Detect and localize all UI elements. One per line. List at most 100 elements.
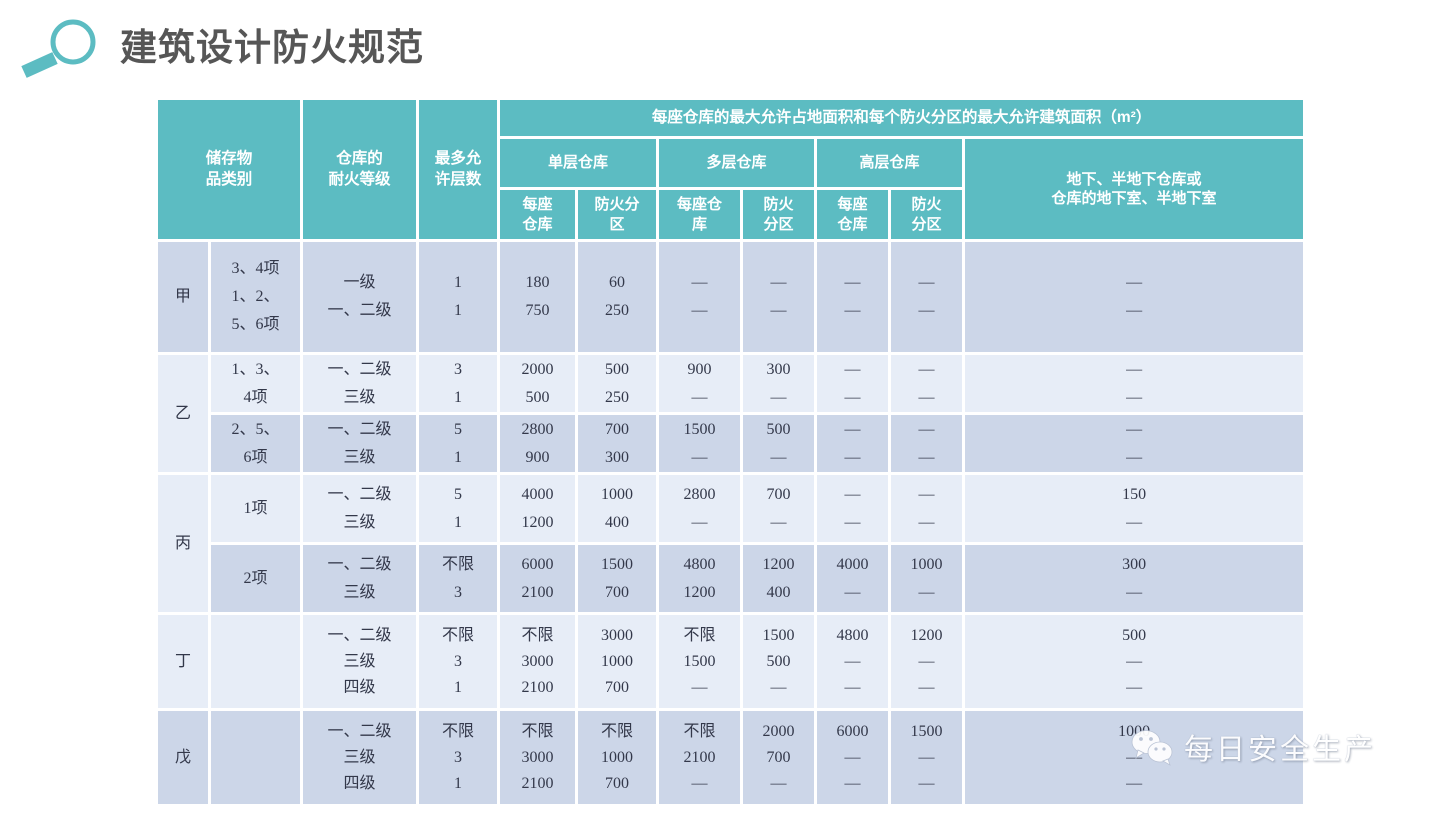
cell-high-zone: — — bbox=[891, 475, 963, 542]
th-high-zone-line2: 分区 bbox=[911, 215, 942, 233]
cell-multi-zone: — — bbox=[743, 242, 815, 352]
cell-underground-zone: 150 — bbox=[965, 475, 1304, 542]
subcategory-line: 2项 bbox=[243, 569, 268, 587]
th-underground-line2: 仓库的地下室、半地下室 bbox=[1051, 190, 1217, 207]
cell-value: — bbox=[1126, 302, 1143, 319]
cell-value: — bbox=[844, 388, 861, 406]
cell-value: 6000 bbox=[521, 555, 554, 573]
cell-single-each: 2800 900 bbox=[500, 415, 576, 472]
cell-high-zone: — — bbox=[891, 355, 963, 412]
cell-value: — bbox=[1126, 274, 1143, 291]
cell-single-each: 6000 2100 bbox=[500, 545, 576, 612]
cell-value: 250 bbox=[605, 302, 630, 319]
cell-value: 4000 bbox=[836, 555, 869, 573]
cell-value: — bbox=[770, 678, 787, 696]
cell-value: 1000 bbox=[601, 748, 634, 766]
cell-value: 不限 bbox=[442, 626, 475, 644]
cell-storage-category: 丁 bbox=[158, 615, 208, 708]
cell-value: 2000 bbox=[762, 722, 795, 740]
cell-value: — bbox=[844, 302, 861, 319]
cell-value: — bbox=[691, 274, 708, 291]
cell-value: 三级 bbox=[343, 388, 376, 406]
cell-value: — bbox=[918, 302, 935, 319]
cell-fire-resistance-rating: 一、二级 三级 四级 bbox=[303, 711, 417, 804]
cell-value: 一、二级 bbox=[327, 626, 392, 644]
cell-multi-zone: 700 — bbox=[743, 475, 815, 542]
cell-value: 不限 bbox=[521, 626, 554, 644]
subcategory-line: 1、3、 bbox=[231, 360, 280, 378]
cell-underground-zone: 500 — — bbox=[965, 615, 1304, 708]
cell-high-each: 4800 — — bbox=[817, 615, 889, 708]
th-fire-resistance-rating: 仓库的 耐火等级 bbox=[303, 100, 417, 239]
cell-value: — bbox=[1126, 360, 1143, 378]
cell-high-each: — — bbox=[817, 242, 889, 352]
cell-value: — bbox=[691, 678, 708, 696]
cell-multi-zone: 1500 500 — bbox=[743, 615, 815, 708]
cell-value: 四级 bbox=[343, 678, 376, 696]
cell-value: — bbox=[844, 678, 861, 696]
table-row: 乙 1、3、 4项 一、二级 三级 3 1 2000 500 500 250 900—300— — — — —… bbox=[158, 355, 1304, 472]
cell-high-zone: 1500 — — bbox=[891, 711, 963, 804]
cell-single-zone: 3000 1000 700 bbox=[578, 615, 657, 708]
cell-value: — bbox=[691, 774, 708, 792]
cell-single-zone: 不限 1000 700 bbox=[578, 711, 657, 804]
cell-value: 三级 bbox=[343, 583, 376, 601]
th-multi-each-line1: 每座仓 bbox=[677, 196, 723, 214]
cell-value: 1 bbox=[454, 448, 463, 466]
cell-value: 一、二级 bbox=[327, 302, 392, 319]
cell-storage-category: 甲 bbox=[158, 242, 208, 352]
subcategory-line: 2、5、 bbox=[231, 420, 280, 438]
cell-storage-subcategory: 3、4项 1、2、 5、6项 bbox=[211, 242, 301, 352]
cell-value: 500 bbox=[766, 652, 791, 670]
cell-storage-subcategory: 2项 bbox=[211, 545, 301, 612]
table-row: 2、5、 6项 一、二级 三级 5 1 2800 900 700 300 1500—500— — — — —… bbox=[158, 415, 1304, 472]
cell-multi-zone: 500 — bbox=[743, 415, 815, 472]
cell-storage-category: 丙 bbox=[158, 475, 208, 612]
cell-value: — bbox=[1126, 388, 1143, 406]
table-row: 甲 3、4项 1、2、 5、6项 一级 一、二级 1 1 180 750 60 250— — — — — — — —… bbox=[158, 242, 1304, 352]
cell-value: 1000 bbox=[910, 555, 943, 573]
cell-value: 2100 bbox=[521, 583, 554, 601]
cell-value: 2800 bbox=[521, 420, 554, 438]
cell-multi-each: 2800 — bbox=[659, 475, 741, 542]
cell-value: — bbox=[918, 485, 935, 503]
th-storage-category-line2: 品类别 bbox=[205, 170, 253, 188]
cell-value: 不限 bbox=[601, 722, 634, 740]
cell-value: 180 bbox=[525, 274, 550, 291]
cell-storage-subcategory: 1、3、 4项 bbox=[211, 355, 301, 412]
cell-value: — bbox=[770, 274, 787, 291]
cell-value: 700 bbox=[766, 485, 791, 503]
subcategory-line: 3、4项 bbox=[231, 260, 280, 277]
cell-multi-zone: 1200 400 bbox=[743, 545, 815, 612]
cell-single-zone: 1500 700 bbox=[578, 545, 657, 612]
subcategory-line: 4项 bbox=[243, 388, 268, 406]
cell-value: 三级 bbox=[343, 448, 376, 466]
th-group-underground: 地下、半地下仓库或 仓库的地下室、半地下室 bbox=[965, 139, 1304, 239]
cell-value: 1 bbox=[454, 678, 463, 696]
cell-value: 三级 bbox=[343, 513, 376, 531]
cell-underground-zone: 1000 — — bbox=[965, 711, 1304, 804]
fire-code-table-container: 储存物 品类别 仓库的 耐火等级 最多允 许层数 每座仓库的最大允许占地面积和每… bbox=[155, 97, 1304, 807]
cell-value: — bbox=[918, 652, 935, 670]
logo-wrap bbox=[0, 0, 120, 95]
th-storage-category-line1: 储存物 bbox=[205, 149, 253, 167]
cell-value: 三级 bbox=[343, 748, 376, 766]
cell-value: — bbox=[918, 748, 935, 766]
cell-value: 不限 bbox=[521, 722, 554, 740]
cell-single-zone: 700 300 bbox=[578, 415, 657, 472]
subcategory-line: 6项 bbox=[243, 448, 268, 466]
cell-value: — bbox=[1126, 678, 1143, 696]
cell-multi-zone: 2000 700 — bbox=[743, 711, 815, 804]
cell-value: 3000 bbox=[601, 626, 634, 644]
cell-underground-zone: — — bbox=[965, 355, 1304, 412]
th-multi-each-line2: 库 bbox=[692, 215, 708, 233]
cell-value: 700 bbox=[605, 420, 630, 438]
cell-value: 1200 bbox=[683, 583, 716, 601]
cell-value: 不限 bbox=[442, 722, 475, 740]
th-single-each-warehouse: 每座 仓库 bbox=[500, 190, 576, 239]
cell-value: — bbox=[918, 360, 935, 378]
header-row-2: 单层仓库 多层仓库 高层仓库 地下、半地下仓库或 仓库的地下室、半地下室 bbox=[158, 139, 1304, 239]
cell-value: — bbox=[1126, 513, 1143, 531]
